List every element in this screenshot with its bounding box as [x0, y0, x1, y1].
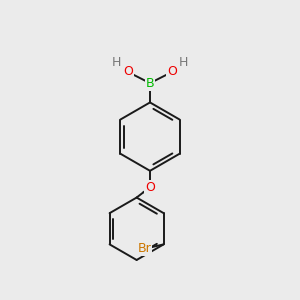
- Text: H: H: [112, 56, 121, 69]
- Text: Br: Br: [137, 242, 151, 255]
- Text: O: O: [145, 181, 155, 194]
- Text: B: B: [146, 76, 154, 90]
- Text: H: H: [179, 56, 188, 69]
- Text: O: O: [123, 65, 133, 78]
- Text: O: O: [167, 65, 177, 78]
